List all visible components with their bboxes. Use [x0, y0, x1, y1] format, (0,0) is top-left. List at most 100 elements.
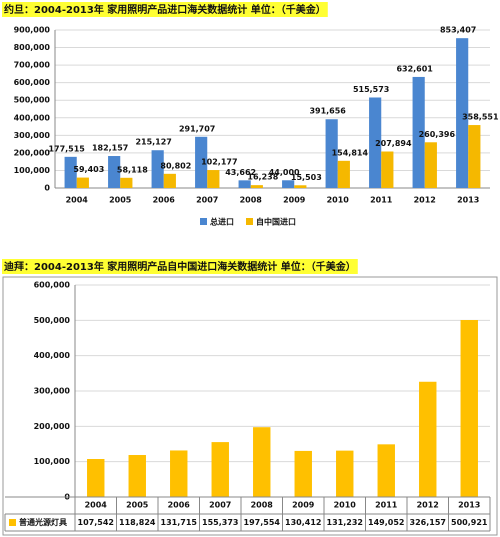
y-tick-label: 100,000: [14, 166, 51, 175]
x-tick-label: 2007: [196, 196, 218, 205]
y-tick-label: 300,000: [34, 387, 71, 396]
bar: [253, 427, 271, 497]
bar: [336, 450, 354, 497]
bar: [207, 170, 220, 188]
bar: [195, 136, 208, 188]
x-tick-label: 2006: [153, 196, 176, 205]
value-label: 154,814: [332, 148, 369, 157]
table-value: 118,824: [119, 518, 156, 527]
table-value: 131,232: [327, 518, 363, 527]
bar: [238, 180, 251, 188]
x-tick-label: 2004: [85, 501, 108, 510]
legend-label: 普通光源灯具: [19, 517, 67, 527]
y-tick-label: 200,000: [34, 422, 71, 431]
bar: [250, 185, 263, 188]
value-label: 515,573: [353, 85, 389, 94]
value-label: 44,000: [269, 168, 300, 177]
table-value: 131,715: [161, 518, 198, 527]
value-label: 59,403: [73, 165, 104, 174]
y-tick-label: 500,000: [34, 316, 71, 325]
x-tick-label: 2008: [240, 196, 263, 205]
table-value: 155,373: [202, 518, 238, 527]
y-tick-label: 800,000: [14, 43, 51, 52]
bar: [151, 150, 164, 188]
legend-swatch: [246, 218, 253, 225]
value-label: 291,707: [179, 124, 215, 133]
bar: [337, 160, 350, 188]
bar: [325, 119, 338, 188]
bar: [369, 97, 382, 188]
table-value: 326,157: [410, 518, 446, 527]
value-label: 16,238: [247, 173, 278, 182]
value-label: 15,503: [291, 173, 322, 182]
x-tick-label: 2005: [109, 196, 132, 205]
x-tick-label: 2012: [417, 501, 439, 510]
x-tick-label: 2013: [458, 501, 480, 510]
y-tick-label: 100,000: [34, 457, 71, 466]
y-tick-label: 400,000: [34, 351, 71, 360]
value-label: 391,656: [309, 107, 346, 116]
value-label: 177,515: [48, 144, 85, 153]
x-tick-label: 2009: [292, 501, 315, 510]
y-tick-label: 900,000: [14, 26, 51, 35]
bar: [128, 455, 146, 497]
x-tick-label: 2007: [209, 501, 231, 510]
value-label: 632,601: [396, 64, 433, 73]
table-value: 500,921: [451, 518, 488, 527]
bar: [294, 450, 312, 497]
value-label: 182,157: [92, 144, 128, 153]
bar: [412, 76, 425, 188]
table-value: 197,554: [244, 518, 281, 527]
value-label: 260,396: [419, 130, 456, 139]
table-value: 130,412: [285, 518, 321, 527]
x-tick-label: 2009: [283, 196, 306, 205]
legend-swatch: [9, 519, 16, 526]
legend-label: 总进口: [210, 217, 234, 227]
value-label: 58,118: [117, 165, 148, 174]
bar: [163, 173, 176, 188]
y-tick-label: 0: [44, 184, 50, 193]
bar: [211, 442, 229, 497]
bar: [108, 156, 121, 188]
value-label: 358,551: [462, 113, 499, 122]
table-value: 107,542: [78, 518, 114, 527]
chart-border: [2, 276, 498, 536]
value-label: 207,894: [375, 139, 412, 148]
bar: [282, 180, 295, 188]
title-highlight: [2, 2, 328, 17]
bar: [377, 444, 395, 497]
y-tick-label: 500,000: [14, 96, 51, 105]
bar: [460, 320, 478, 497]
bar: [381, 151, 394, 188]
bar: [456, 38, 469, 189]
y-tick-label: 700,000: [14, 61, 51, 70]
table-value: 149,052: [368, 518, 404, 527]
x-tick-label: 2011: [370, 196, 393, 205]
chart-title: 约旦：2004-2013年 家用照明产品进口海关数据统计 单位：（千美金）: [4, 3, 326, 16]
bar: [294, 185, 307, 188]
bar: [120, 177, 133, 188]
title-highlight: [2, 259, 358, 274]
bar: [87, 459, 105, 497]
y-tick-label: 600,000: [14, 78, 51, 87]
chart-title: 迪拜：2004-2013年 家用照明产品自中国进口海关数据统计 单位：（千美金）: [4, 260, 356, 273]
value-label: 215,127: [135, 138, 171, 147]
y-tick-label: 400,000: [14, 113, 51, 122]
x-tick-label: 2013: [457, 196, 479, 205]
bar: [170, 450, 188, 497]
x-tick-label: 2011: [375, 501, 398, 510]
x-tick-label: 2004: [66, 196, 89, 205]
y-tick-label: 200,000: [14, 148, 51, 157]
value-label: 80,802: [160, 161, 191, 170]
value-label: 43,662: [225, 168, 256, 177]
bar: [419, 381, 437, 497]
legend-swatch: [200, 218, 207, 225]
x-tick-label: 2008: [251, 501, 274, 510]
legend-label: 自中国进口: [256, 217, 296, 227]
bar: [76, 177, 89, 188]
bar: [64, 156, 77, 188]
value-label: 102,177: [201, 158, 237, 167]
x-tick-label: 2012: [414, 196, 436, 205]
y-tick-label: 300,000: [14, 131, 51, 140]
